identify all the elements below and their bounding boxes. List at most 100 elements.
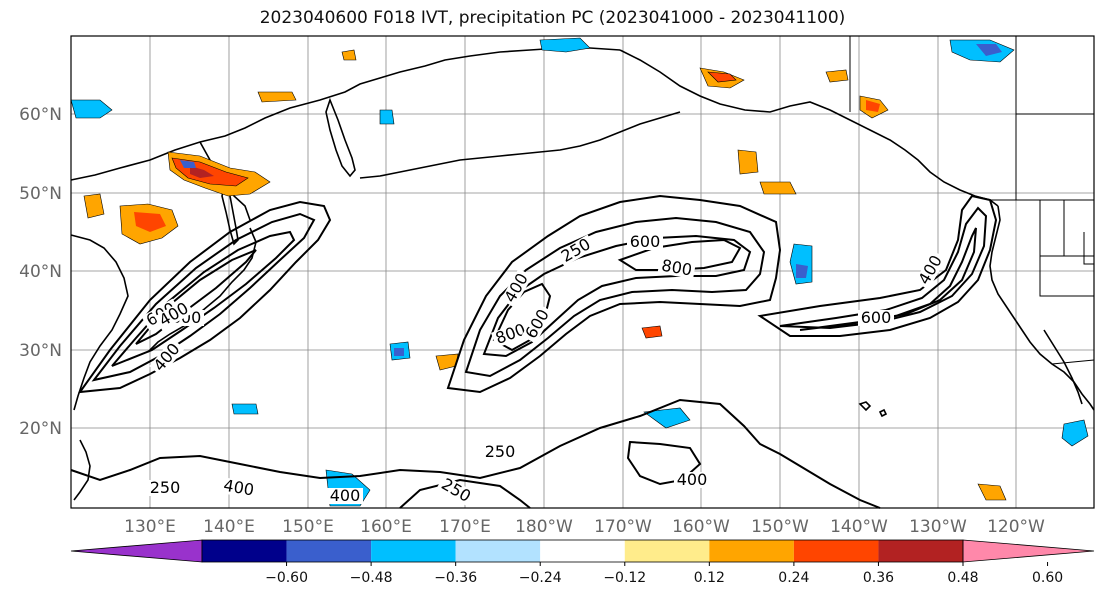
contour-label-bg [657, 257, 696, 280]
colorbar-label: −0.48 [350, 570, 393, 586]
contour-label: 250 [147, 478, 183, 497]
coastline-korea-china [70, 234, 129, 411]
shade-hot-kuril [134, 212, 166, 232]
shade-cool-pacific-core [796, 264, 808, 278]
shade-cool-core [180, 160, 196, 168]
contour-400-east [779, 206, 988, 330]
shade-hot-alaska [707, 71, 737, 83]
colorbar-label: −0.24 [519, 570, 562, 586]
lat-tick-label: 50°N [19, 184, 62, 204]
colorbar-extend-high [962, 539, 1095, 563]
colorbar-label: −0.12 [603, 570, 646, 586]
contour-label-bg [327, 488, 363, 504]
map-title: 2023040600 F018 IVT, precipitation PC (2… [259, 8, 846, 28]
contour-label-bg [556, 234, 596, 267]
shade-warm-small-2 [641, 325, 663, 339]
lon-tick-label: 130°E [124, 517, 176, 537]
border-us-mexico [1051, 359, 1095, 365]
lon-tick-label: 120°W [987, 517, 1045, 537]
shade-warm-small-9 [825, 69, 849, 83]
colorbar-extend-low [70, 539, 203, 563]
lon-tick-label: 160°W [672, 517, 730, 537]
coastline-sakhalin [221, 177, 239, 246]
lon-tick-label: 140°W [830, 517, 888, 537]
plot-background [71, 36, 1094, 508]
contour-label-bg [674, 472, 710, 488]
shade-cool-west-pacific-core [394, 348, 404, 356]
colorbar-swatch [624, 540, 710, 562]
colorbar-swatch [793, 540, 879, 562]
contour-label: 400 [327, 486, 363, 505]
coastline-siberia [70, 47, 621, 181]
colorbar-label: 0.24 [778, 570, 809, 586]
contour-250-tropics [70, 398, 881, 509]
shade-warm-small-6 [759, 181, 797, 195]
contour-label: 600 [521, 304, 554, 344]
contour-label-bg [482, 444, 518, 460]
contour-250-west [77, 200, 332, 394]
shade-warm-small-4 [83, 193, 105, 219]
contour-label-bg [154, 298, 194, 331]
colorbar-frame [201, 539, 964, 563]
lat-tick-label: 20°N [19, 419, 62, 439]
longitude-labels: 130°E 140°E 150°E 160°E 170°E 180°W 170°W 160°W… [124, 517, 1045, 537]
contour-label-bg [858, 310, 894, 326]
contour-label-bg [521, 304, 554, 344]
shade-cool-tropics-e [1061, 419, 1089, 447]
shade-warm-small-8 [341, 49, 357, 61]
lat-tick-label: 30°N [19, 341, 62, 361]
coastline-kamchatka [325, 97, 356, 178]
contour-250-ring [399, 478, 531, 509]
border-states [1039, 200, 1094, 297]
contour-label-bg [436, 474, 476, 507]
colorbar-label: −0.36 [434, 570, 477, 586]
precipitation-shading [70, 37, 1089, 507]
ivt-contours [70, 194, 998, 509]
contour-label-text: 250 [150, 478, 181, 497]
plot-frame [70, 35, 1095, 509]
contour-label-bg [914, 250, 947, 290]
lon-tick-label: 170°E [439, 517, 491, 537]
colorbar-swatch [455, 540, 541, 562]
contour-label-text: 600 [861, 308, 892, 327]
colorbar-label: 0.60 [1032, 570, 1063, 586]
contour-label-bg [147, 480, 183, 496]
lat-tick-label: 60°N [19, 105, 62, 125]
lon-tick-label: 160°E [360, 517, 412, 537]
contour-label-bg [490, 320, 531, 348]
contour-label: 250 [436, 474, 476, 507]
contour-600-west [111, 230, 296, 367]
contour-label-bg [219, 477, 258, 500]
colorbar-label: 0.48 [947, 570, 978, 586]
shade-warm-small-3 [977, 483, 1007, 501]
contour-400-central [464, 216, 766, 378]
shade-cool-small-1 [231, 403, 259, 415]
contour-250-central [446, 194, 782, 394]
shade-cool-ne-core [976, 44, 1002, 56]
coastline-taiwan-philippines [73, 439, 91, 501]
shade-cool-small-2 [643, 407, 691, 429]
contour-label: 400 [674, 470, 710, 489]
shade-cool-nw [70, 99, 113, 119]
lon-tick-label: 140°E [203, 517, 255, 537]
colorbar-swatch [878, 540, 963, 562]
contour-label-text: 600 [630, 232, 661, 251]
shade-warm-small-5 [257, 91, 297, 103]
lon-tick-label: 130°W [909, 517, 967, 537]
contour-600-central [482, 234, 752, 358]
colorbar-label: 0.36 [863, 570, 894, 586]
shade-cool-arctic [539, 37, 591, 53]
contour-label: 600 [627, 232, 663, 251]
colorbar-swatch [709, 540, 794, 562]
shade-hot-core [190, 166, 214, 178]
shade-cool-bering [379, 109, 395, 125]
coastline-hawaii [858, 401, 888, 418]
contour-250-east [757, 194, 998, 337]
contour-label-bg [627, 234, 663, 250]
colorbar-label: 0.12 [694, 570, 725, 586]
contour-label-text: 400 [330, 486, 361, 505]
contour-label-bg [500, 268, 533, 308]
shade-hot-gulf [866, 100, 880, 112]
border-provinces [1015, 36, 1094, 200]
contour-label-text: 250 [485, 442, 516, 461]
